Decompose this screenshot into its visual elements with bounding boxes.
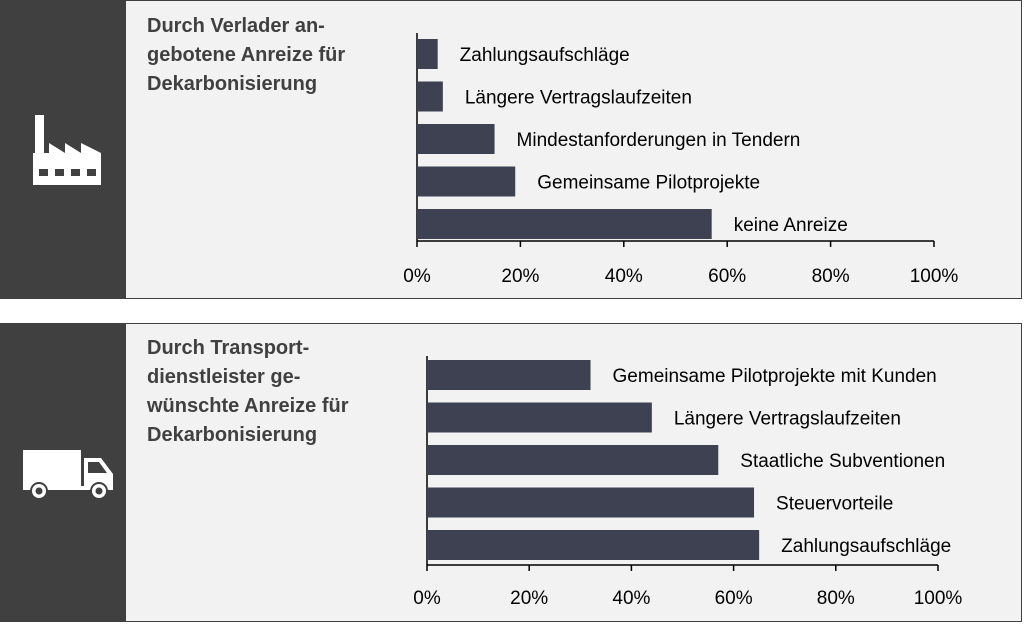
title-line: wünschte Anreize für — [147, 395, 349, 417]
x-tick-label: 60% — [715, 588, 753, 609]
x-tick-label: 100% — [910, 266, 959, 287]
sidebar — [1, 1, 126, 298]
title-line: dienstleister ge- — [147, 366, 301, 388]
title-line: Dekarbonisierung — [147, 73, 318, 95]
bar — [427, 402, 652, 433]
x-tick-label: 0% — [413, 588, 441, 609]
bar-label: Längere Vertragslaufzeiten — [674, 409, 901, 430]
bar — [417, 81, 443, 112]
bar-label: Zahlungsaufschläge — [460, 45, 630, 66]
bar — [417, 166, 516, 197]
chart-title: Durch Transport- dienstleister ge- wünsc… — [147, 334, 349, 450]
bar-label: Gemeinsame Pilotprojekte mit Kunden — [613, 366, 937, 387]
x-tick-label: 20% — [501, 266, 539, 287]
x-tick-label: 100% — [914, 588, 963, 609]
bar-label: keine Anreize — [734, 215, 848, 236]
x-tick-label: 60% — [708, 266, 746, 287]
panel-shipper-incentives: Durch Verlader an- gebotene Anreize für … — [0, 0, 1022, 299]
title-line: Durch Verlader an- — [147, 15, 325, 37]
chart-title: Durch Verlader an- gebotene Anreize für … — [147, 12, 345, 99]
bar-label: Zahlungsaufschläge — [781, 536, 951, 557]
bar-label: Mindestanforderungen in Tendern — [517, 130, 801, 151]
bar — [417, 124, 495, 154]
x-tick-label: 20% — [510, 588, 548, 609]
x-tick-label: 40% — [605, 266, 643, 287]
sidebar — [1, 324, 126, 621]
bar-label: Staatliche Subventionen — [740, 451, 945, 472]
panel-carrier-incentives: Durch Transport- dienstleister ge- wünsc… — [0, 323, 1022, 622]
bar-label: Längere Vertragslaufzeiten — [465, 88, 692, 109]
bar — [427, 360, 591, 390]
bar-label: Gemeinsame Pilotprojekte — [537, 173, 760, 194]
x-tick-label: 40% — [612, 588, 650, 609]
factory-icon — [33, 115, 101, 185]
x-tick-label: 80% — [812, 266, 850, 287]
title-line: Dekarbonisierung — [147, 424, 318, 446]
bar-label: Steuervorteile — [776, 494, 893, 515]
bar-chart: Gemeinsame Pilotprojekte mit Kunden Länge… — [413, 356, 963, 609]
title-line: Durch Transport- — [147, 337, 310, 359]
x-tick-label: 80% — [817, 588, 855, 609]
title-line: gebotene Anreize für — [147, 44, 346, 66]
bar — [417, 39, 438, 69]
bar — [417, 209, 712, 239]
bar — [427, 530, 760, 560]
bar-chart: Zahlungsaufschläge Längere Vertragslaufze… — [403, 33, 959, 287]
x-tick-label: 0% — [403, 266, 431, 287]
truck-icon — [23, 450, 113, 500]
bar — [427, 487, 755, 518]
bar — [427, 445, 719, 475]
